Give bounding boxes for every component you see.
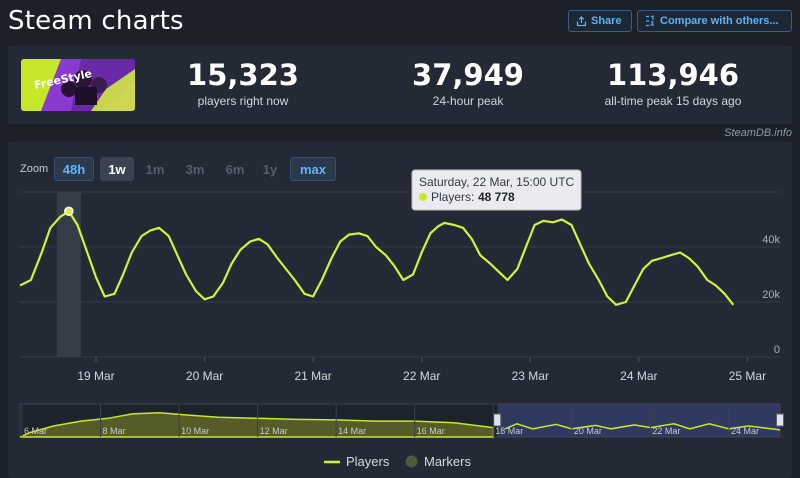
nav-tick-label-1: 8 Mar	[103, 426, 126, 436]
tooltip-value: 48 778	[478, 190, 515, 204]
tooltip-series-dot	[419, 193, 427, 201]
nav-tick-label-5: 16 Mar	[417, 426, 445, 436]
nav-tick-label-8: 22 Mar	[652, 426, 680, 436]
x-tick-label-6: 25 Mar	[729, 369, 766, 383]
steamdb-watermark[interactable]: SteamDB.info	[724, 127, 792, 139]
zoom-1m-button[interactable]: 1m	[145, 161, 165, 177]
highlight-band	[56, 192, 81, 357]
peak-24h-label: 24-hour peak	[432, 94, 504, 108]
zoom-label: Zoom	[20, 163, 49, 175]
nav-tick-label-0: 6 Mar	[24, 426, 47, 436]
current-players-label: players right now	[197, 94, 289, 108]
navigator[interactable]: 6 Mar 8 Mar 10 Mar 12 Mar 14 Mar 16 Mar 18 Mar…	[19, 403, 784, 438]
alltime-peak-label: all-time peak 15 days ago	[604, 94, 742, 108]
game-thumbnail[interactable]: FreeStyle	[21, 59, 135, 111]
tooltip: Saturday, 22 Mar, 15:00 UTC Players: 48 …	[411, 169, 582, 211]
nav-tick-label-9: 24 Mar	[731, 426, 759, 436]
share-button[interactable]: Share	[568, 10, 632, 32]
peak-24h-value: 37,949	[412, 58, 524, 92]
zoom-1w-button[interactable]: 1w	[100, 157, 134, 181]
x-tick-label-4: 23 Mar	[512, 369, 549, 383]
nav-tick-label-4: 14 Mar	[338, 426, 366, 436]
players-series-line	[19, 210, 735, 306]
stat-current-players: 15,323 players right now	[168, 58, 318, 108]
navigator-window[interactable]	[497, 404, 780, 437]
zoom-6m-button[interactable]: 6m	[225, 161, 245, 177]
legend-players[interactable]: Players	[324, 454, 389, 469]
y-tick-label-1: 20k	[762, 289, 780, 301]
navigator-left-handle[interactable]	[493, 413, 502, 427]
y-tick-label-2: 40k	[762, 234, 780, 246]
legend-markers-label: Markers	[424, 454, 471, 469]
nav-tick-label-2: 10 Mar	[181, 426, 209, 436]
tooltip-series-label: Players:	[431, 190, 474, 204]
stat-alltime-peak: 113,946 all-time peak 15 days ago	[588, 58, 758, 108]
share-label: Share	[591, 15, 622, 27]
nav-tick-label-6: 18 Mar	[495, 426, 523, 436]
x-tick-label-3: 22 Mar	[403, 369, 440, 383]
x-tick-label-2: 21 Mar	[294, 369, 331, 383]
compare-label: Compare with others...	[660, 15, 779, 27]
zoom-max-button[interactable]: max	[290, 157, 336, 181]
stat-24h-peak: 37,949 24-hour peak	[388, 58, 548, 108]
compare-icon	[646, 15, 654, 27]
zoom-48h-button[interactable]: 48h	[54, 157, 94, 181]
stats-panel: FreeStyle 15,323 players right now 37,94…	[8, 46, 792, 124]
x-tick-label-1: 20 Mar	[186, 369, 223, 383]
current-players-value: 15,323	[187, 58, 299, 92]
zoom-3m-button[interactable]: 3m	[185, 161, 205, 177]
nav-tick-label-7: 20 Mar	[574, 426, 602, 436]
legend-markers[interactable]: Markers	[405, 454, 471, 469]
navigator-area	[19, 412, 495, 438]
zoom-1y-button[interactable]: 1y	[262, 161, 278, 177]
game-capsule-image: FreeStyle	[21, 59, 135, 111]
tooltip-date: Saturday, 22 Mar, 15:00 UTC	[419, 175, 575, 189]
compare-button[interactable]: Compare with others...	[637, 10, 792, 32]
page-title: Steam charts	[8, 6, 184, 36]
legend-players-swatch	[324, 460, 340, 463]
alltime-peak-value: 113,946	[606, 58, 740, 92]
y-tick-label-0: 0	[774, 344, 780, 356]
highlight-point	[64, 206, 74, 216]
x-tick-label-5: 24 Mar	[620, 369, 657, 383]
share-icon	[576, 15, 587, 26]
navigator-right-handle[interactable]	[776, 413, 784, 427]
nav-tick-label-3: 12 Mar	[260, 426, 288, 436]
legend-players-label: Players	[346, 454, 390, 469]
x-tick-label-0: 19 Mar	[77, 369, 114, 383]
legend-markers-swatch	[405, 455, 418, 468]
navigator-area-window	[504, 423, 781, 431]
